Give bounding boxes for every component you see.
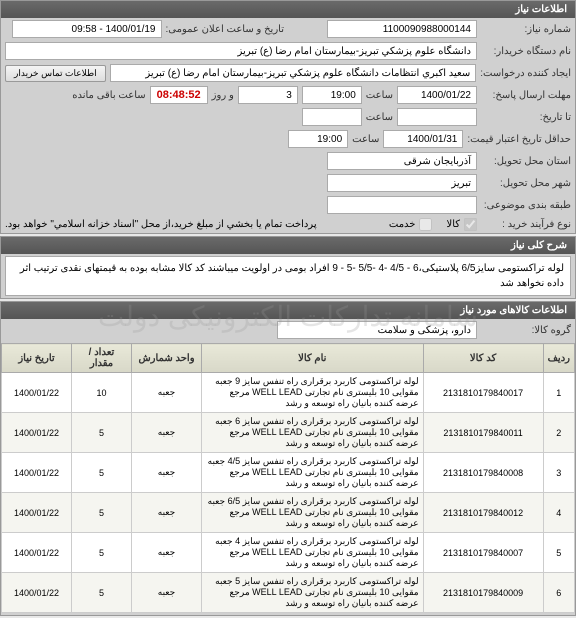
announce-value: 1400/01/19 - 09:58 bbox=[12, 20, 162, 38]
col-date: تاریخ نیاز bbox=[2, 344, 72, 373]
items-panel: اطلاعات کالاهای مورد نیاز گروه کالا: دار… bbox=[0, 301, 576, 616]
cell-code: 2131810179840007 bbox=[423, 533, 543, 573]
remain-label: ساعت باقی مانده bbox=[72, 90, 145, 101]
cell-code: 2131810179840009 bbox=[423, 573, 543, 613]
general-desc-panel: شرح کلی نیاز لوله تراکستومی سایز6/5 پلاس… bbox=[0, 236, 576, 299]
payment-note: پرداخت تمام يا بخشي از مبلغ خريد،از محل … bbox=[5, 219, 385, 230]
service-label: خدمت bbox=[389, 219, 416, 230]
service-checkbox[interactable] bbox=[419, 218, 432, 231]
countdown-timer: 08:48:52 bbox=[150, 86, 208, 104]
cell-unit: جعبه bbox=[132, 453, 202, 493]
cell-name: لوله تراکستومی کاربرد برقراری راه تنفس س… bbox=[202, 573, 424, 613]
general-desc-header: شرح کلی نیاز bbox=[1, 237, 575, 254]
col-qty: تعداد / مقدار bbox=[72, 344, 132, 373]
cell-idx: 1 bbox=[543, 373, 574, 413]
package-value bbox=[327, 196, 477, 214]
ta-date bbox=[397, 108, 477, 126]
cell-qty: 5 bbox=[72, 413, 132, 453]
ta-label: تا تاریخ: bbox=[481, 112, 571, 123]
creator-value: سعيد اكبري انتظامات دانشگاه علوم پزشكي ت… bbox=[110, 64, 477, 82]
cell-idx: 2 bbox=[543, 413, 574, 453]
cell-name: لوله تراکستومی کاربرد برقراری راه تنفس س… bbox=[202, 493, 424, 533]
col-idx: ردیف bbox=[543, 344, 574, 373]
col-unit: واحد شمارش bbox=[132, 344, 202, 373]
cell-name: لوله تراکستومی کاربرد برقراری راه تنفس س… bbox=[202, 453, 424, 493]
general-desc-text: لوله تراکستومی سایز6/5 پلاستیکی،6 - 4/5 … bbox=[5, 256, 571, 296]
cell-idx: 3 bbox=[543, 453, 574, 493]
announce-label: تاریخ و ساعت اعلان عمومی: bbox=[166, 24, 285, 35]
creator-label: ایجاد کننده درخواست: bbox=[480, 68, 571, 79]
table-row: 42131810179840012لوله تراکستومی کاربرد ب… bbox=[2, 493, 575, 533]
items-table: ردیف کد کالا نام کالا واحد شمارش تعداد /… bbox=[1, 343, 575, 613]
cell-date: 1400/01/22 bbox=[2, 573, 72, 613]
group-label: گروه کالا: bbox=[481, 325, 571, 336]
saat-label-3: ساعت bbox=[352, 134, 379, 145]
buyer-contact-button[interactable]: اطلاعات تماس خریدار bbox=[5, 65, 106, 82]
table-row: 32131810179840008لوله تراکستومی کاربرد ب… bbox=[2, 453, 575, 493]
reply-deadline-time: 19:00 bbox=[302, 86, 362, 104]
validity-time: 19:00 bbox=[288, 130, 348, 148]
cell-qty: 5 bbox=[72, 533, 132, 573]
package-label: طبقه بندی موضوعی: bbox=[481, 200, 571, 211]
table-row: 62131810179840009لوله تراکستومی کاربرد ب… bbox=[2, 573, 575, 613]
cell-date: 1400/01/22 bbox=[2, 533, 72, 573]
cell-name: لوله تراکستومی کاربرد برقراری راه تنفس س… bbox=[202, 373, 424, 413]
col-code: کد کالا bbox=[423, 344, 543, 373]
city-label: شهر محل تحویل: bbox=[481, 178, 571, 189]
reply-deadline-label: مهلت ارسال پاسخ: bbox=[481, 90, 571, 101]
cell-unit: جعبه bbox=[132, 533, 202, 573]
cell-date: 1400/01/22 bbox=[2, 373, 72, 413]
cell-unit: جعبه bbox=[132, 493, 202, 533]
validity-date: 1400/01/31 bbox=[383, 130, 463, 148]
ta-time bbox=[302, 108, 362, 126]
table-row: 22131810179840011لوله تراکستومی کاربرد ب… bbox=[2, 413, 575, 453]
cell-qty: 5 bbox=[72, 493, 132, 533]
cell-date: 1400/01/22 bbox=[2, 453, 72, 493]
need-info-panel: اطلاعات نیاز شماره نیاز: 110009098800014… bbox=[0, 0, 576, 234]
table-row: 52131810179840007لوله تراکستومی کاربرد ب… bbox=[2, 533, 575, 573]
cell-code: 2131810179840011 bbox=[423, 413, 543, 453]
content-wrapper: سامانه تدارکات الکترونیکی دولت اطلاعات ن… bbox=[0, 0, 576, 616]
cell-name: لوله تراکستومی کاربرد برقراری راه تنفس س… bbox=[202, 533, 424, 573]
cell-idx: 5 bbox=[543, 533, 574, 573]
cell-idx: 6 bbox=[543, 573, 574, 613]
saat-label-1: ساعت bbox=[366, 90, 393, 101]
province-label: استان محل تحویل: bbox=[481, 156, 571, 167]
cell-unit: جعبه bbox=[132, 373, 202, 413]
cell-idx: 4 bbox=[543, 493, 574, 533]
cell-code: 2131810179840008 bbox=[423, 453, 543, 493]
cell-unit: جعبه bbox=[132, 573, 202, 613]
cell-name: لوله تراکستومی کاربرد برقراری راه تنفس س… bbox=[202, 413, 424, 453]
cell-code: 2131810179840017 bbox=[423, 373, 543, 413]
table-header-row: ردیف کد کالا نام کالا واحد شمارش تعداد /… bbox=[2, 344, 575, 373]
cell-qty: 5 bbox=[72, 573, 132, 613]
cell-qty: 10 bbox=[72, 373, 132, 413]
validity-label: حداقل تاریخ اعتبار قیمت: bbox=[467, 134, 571, 145]
items-header: اطلاعات کالاهای مورد نیاز bbox=[1, 302, 575, 319]
goods-checkbox[interactable] bbox=[464, 218, 477, 231]
city-value: تبریز bbox=[327, 174, 477, 192]
need-info-header: اطلاعات نیاز bbox=[1, 1, 575, 18]
need-no-value: 1100090988000144 bbox=[327, 20, 477, 38]
buyer-value: دانشگاه علوم پزشكي تبريز-بيمارستان امام … bbox=[5, 42, 477, 60]
province-value: آذربایجان شرقی bbox=[327, 152, 477, 170]
reply-deadline-date: 1400/01/22 bbox=[397, 86, 477, 104]
cell-date: 1400/01/22 bbox=[2, 413, 72, 453]
cell-qty: 5 bbox=[72, 453, 132, 493]
need-no-label: شماره نیاز: bbox=[481, 24, 571, 35]
table-row: 12131810179840017لوله تراکستومی کاربرد ب… bbox=[2, 373, 575, 413]
cell-date: 1400/01/22 bbox=[2, 493, 72, 533]
cell-code: 2131810179840012 bbox=[423, 493, 543, 533]
group-value: دارو، پزشکی و سلامت bbox=[277, 321, 477, 339]
col-name: نام کالا bbox=[202, 344, 424, 373]
goods-label: کالا bbox=[446, 219, 460, 230]
saat-label-2: ساعت bbox=[366, 112, 393, 123]
days-remaining: 3 bbox=[238, 86, 298, 104]
type-label: نوع فرآیند خرید : bbox=[481, 219, 571, 230]
rooz-label: و روز bbox=[212, 90, 234, 101]
buyer-label: نام دستگاه خریدار: bbox=[481, 46, 571, 57]
cell-unit: جعبه bbox=[132, 413, 202, 453]
